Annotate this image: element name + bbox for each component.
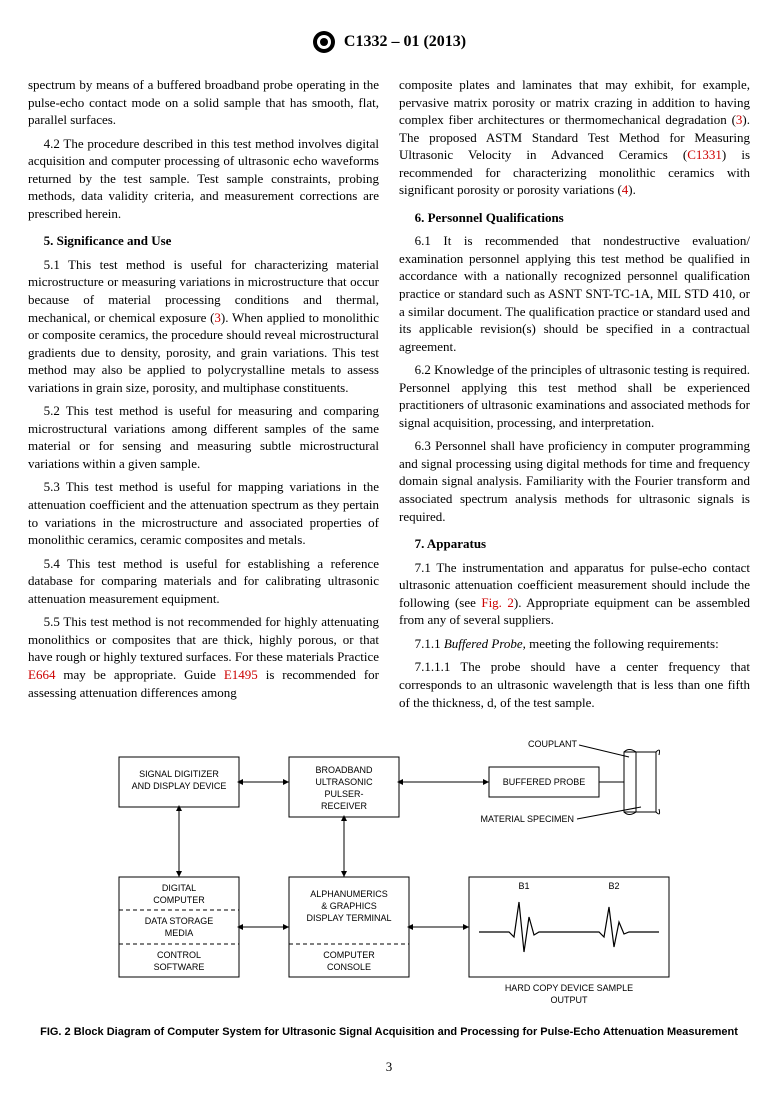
para-5-5-b: may be appropriate. Guide — [55, 667, 223, 682]
para-7-1-1-1: 7.1.1.1 The probe should have a center f… — [399, 658, 750, 711]
label-couplant: COUPLANT — [528, 739, 578, 749]
para-4-2: 4.2 The procedure described in this test… — [28, 135, 379, 223]
para-5-5: 5.5 This test method is not recommended … — [28, 613, 379, 701]
label-output-l2: OUTPUT — [551, 995, 589, 1005]
para-r1-a: composite plates and laminates that may … — [399, 77, 750, 127]
ref-c1331-link[interactable]: C1331 — [687, 147, 722, 162]
para-5-3: 5.3 This test method is useful for mappi… — [28, 478, 379, 548]
left-column: spectrum by means of a buffered broadban… — [28, 76, 379, 717]
page-number: 3 — [28, 1058, 750, 1076]
para-7-1-1-b: meeting the following requirements: — [526, 636, 719, 651]
para-6-3: 6.3 Personnel shall have proficiency in … — [399, 437, 750, 525]
figure-2-caption: FIG. 2 Block Diagram of Computer System … — [28, 1025, 750, 1040]
section-7-title: 7. Apparatus — [399, 535, 750, 553]
box-digital-l2: COMPUTER — [153, 895, 205, 905]
page-header: C1332 – 01 (2013) — [28, 30, 750, 54]
para-composite: composite plates and laminates that may … — [399, 76, 750, 199]
astm-logo-icon — [312, 30, 336, 54]
para-6-2: 6.2 Knowledge of the principles of ultra… — [399, 361, 750, 431]
box-signal-l1: SIGNAL DIGITIZER — [139, 769, 219, 779]
ref-fig2-link[interactable]: Fig. 2 — [481, 595, 514, 610]
box-console-l2: CONSOLE — [327, 962, 371, 972]
para-5-4: 5.4 This test method is useful for estab… — [28, 555, 379, 608]
box-pulser-l3: PULSER- — [324, 789, 363, 799]
box-control-l1: CONTROL — [157, 950, 201, 960]
content-columns: spectrum by means of a buffered broadban… — [28, 76, 750, 717]
box-pulser-l1: BROADBAND — [315, 765, 373, 775]
para-5-5-a: 5.5 This test method is not recommended … — [28, 614, 379, 664]
ref-e664-link[interactable]: E664 — [28, 667, 55, 682]
para-6-1: 6.1 It is recommended that nondestructiv… — [399, 232, 750, 355]
label-b2: B2 — [608, 881, 619, 891]
para-7-1-1-a: 7.1.1 — [415, 636, 444, 651]
label-specimen: MATERIAL SPECIMEN — [480, 814, 574, 824]
box-storage-l2: MEDIA — [165, 928, 194, 938]
header-title: C1332 – 01 (2013) — [344, 31, 466, 53]
box-control-l2: SOFTWARE — [154, 962, 205, 972]
box-term-l3: DISPLAY TERMINAL — [306, 913, 391, 923]
box-pulser-l2: ULTRASONIC — [315, 777, 373, 787]
label-b1: B1 — [518, 881, 529, 891]
section-5-title: 5. Significance and Use — [28, 232, 379, 250]
box-probe: BUFFERED PROBE — [503, 777, 586, 787]
box-digital-l1: DIGITAL — [162, 883, 196, 893]
para-spectrum: spectrum by means of a buffered broadban… — [28, 76, 379, 129]
para-5-1: 5.1 This test method is useful for chara… — [28, 256, 379, 396]
para-7-1-1-label: Buffered Probe, — [444, 636, 526, 651]
box-term-l2: & GRAPHICS — [321, 901, 377, 911]
ref-e1495-link[interactable]: E1495 — [224, 667, 258, 682]
para-5-2: 5.2 This test method is useful for measu… — [28, 402, 379, 472]
figure-2-area: SIGNAL DIGITIZER AND DISPLAY DEVICE BROA… — [28, 737, 750, 1040]
box-term-l1: ALPHANUMERICS — [310, 889, 388, 899]
right-column: composite plates and laminates that may … — [399, 76, 750, 717]
para-r1-d: ). — [628, 182, 636, 197]
label-output-l1: HARD COPY DEVICE SAMPLE — [505, 983, 633, 993]
para-7-1-1: 7.1.1 Buffered Probe, meeting the follow… — [399, 635, 750, 653]
box-console-l1: COMPUTER — [323, 950, 375, 960]
section-6-title: 6. Personnel Qualifications — [399, 209, 750, 227]
box-signal-l2: AND DISPLAY DEVICE — [132, 781, 227, 791]
figure-2-diagram: SIGNAL DIGITIZER AND DISPLAY DEVICE BROA… — [69, 737, 709, 1017]
para-7-1: 7.1 The instrumentation and apparatus fo… — [399, 559, 750, 629]
box-storage-l1: DATA STORAGE — [145, 916, 214, 926]
box-pulser-l4: RECEIVER — [321, 801, 368, 811]
